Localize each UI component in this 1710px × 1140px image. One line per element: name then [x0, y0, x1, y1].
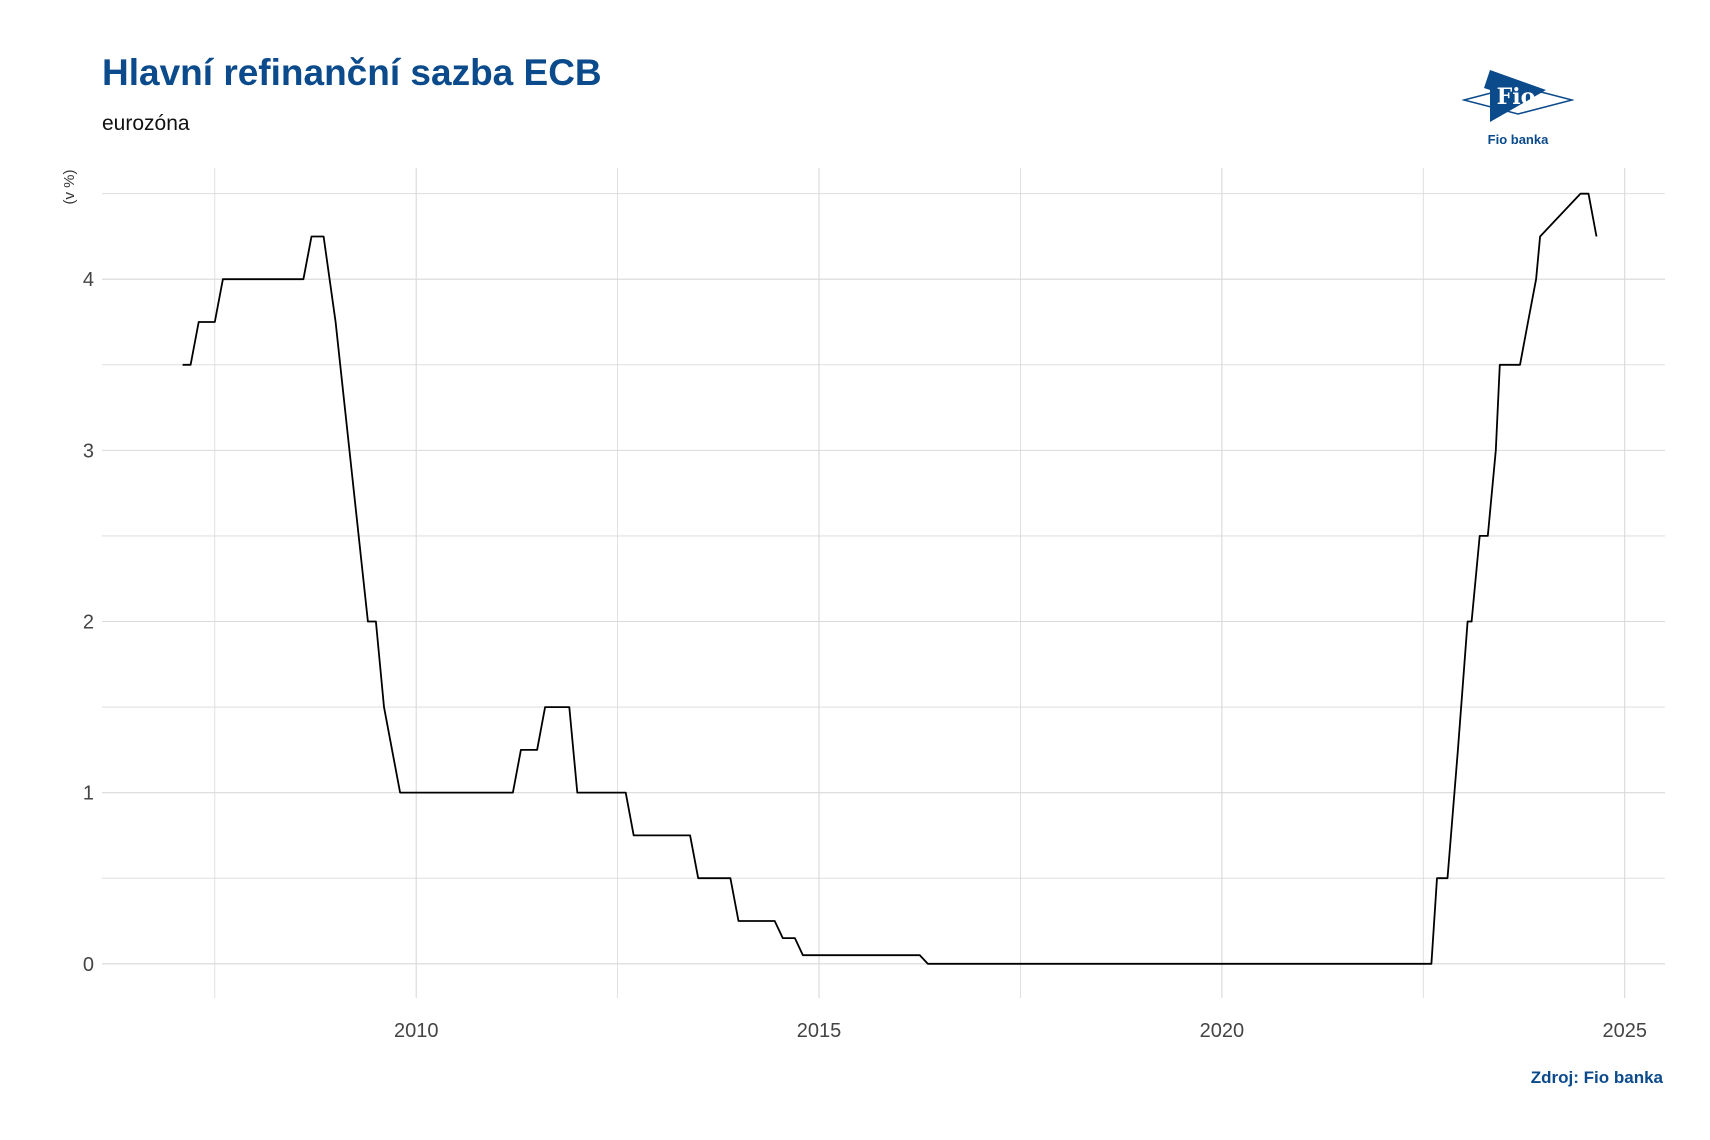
x-axis: 2010 2015 2020 2025	[394, 1020, 1647, 1042]
y-tick-label: 0	[83, 954, 94, 976]
y-tick-label: 3	[83, 440, 94, 462]
y-tick-label: 4	[83, 269, 94, 291]
chart-subtitle: eurozóna	[102, 112, 190, 135]
fio-logo-mark: Fio Fio banka	[1461, 70, 1575, 147]
series-line-rate	[182, 192, 1598, 965]
y-tick-label: 2	[83, 612, 94, 634]
grid-lines	[102, 168, 1665, 998]
series-group	[182, 192, 1598, 965]
x-tick-label: 2015	[797, 1020, 842, 1042]
y-axis-label: (v %)	[61, 170, 78, 205]
y-axis: 0 1 2 3 4	[83, 269, 94, 976]
logo-mark-text: Fio	[1497, 84, 1536, 110]
source-note: Zdroj: Fio banka	[1530, 1068, 1663, 1087]
x-tick-label: 2025	[1602, 1020, 1647, 1042]
y-tick-label: 1	[83, 783, 94, 805]
logo-name: Fio banka	[1488, 132, 1549, 147]
x-tick-label: 2020	[1200, 1020, 1245, 1042]
chart-title: Hlavní refinanční sazba ECB	[102, 52, 602, 93]
x-tick-label: 2010	[394, 1020, 439, 1042]
fio-banka-logo: Fio Fio banka	[1461, 64, 1575, 152]
